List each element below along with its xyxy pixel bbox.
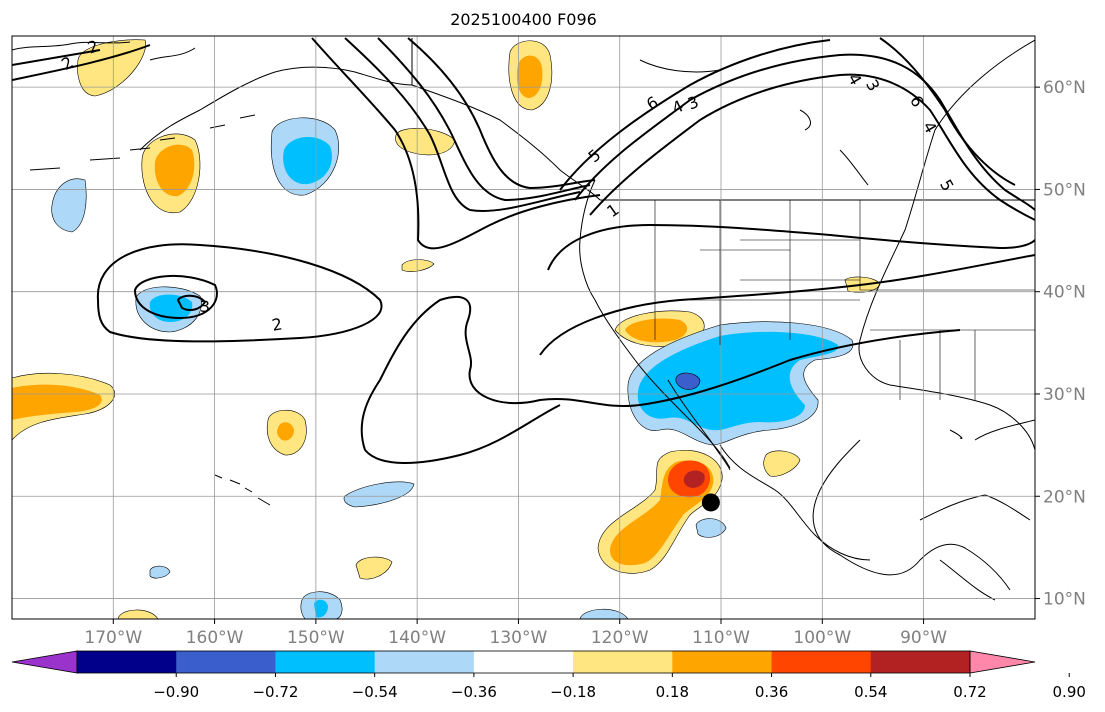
warm-anomaly-gulf-ca-peak <box>683 470 705 488</box>
lat-axis: 10°N 20°N 30°N 40°N 50°N 60°N <box>1035 78 1086 610</box>
cold-anomaly-north-pacific <box>51 178 87 233</box>
contour-jet-1 <box>539 254 1035 356</box>
colorbar-labels: −0.90 −0.72 −0.54 −0.36 −0.18 0.18 0.36 0.54 0.7… <box>153 673 1086 701</box>
warm-anomaly-mid-pacific-inner <box>277 422 294 441</box>
contour-north-1 <box>12 49 101 66</box>
contour-alaska-trough-3 <box>377 37 591 202</box>
lat-tick-label: 50°N <box>1043 180 1086 200</box>
colorbar-tick-label: −0.36 <box>451 683 497 701</box>
contour-jet-5 <box>559 37 1016 191</box>
cold-anomaly-baja-south <box>695 518 727 538</box>
contour-north-2 <box>12 44 151 81</box>
contour-label: 2 <box>270 314 283 334</box>
colorbar-segment <box>473 651 574 673</box>
warm-anomaly-pacific-sw <box>355 556 393 580</box>
colorbar-segment <box>672 651 773 673</box>
contour-alaska-trough-2 <box>344 37 581 212</box>
lat-tick-label: 60°N <box>1043 78 1086 98</box>
cold-anomaly-south-pacific-inner <box>314 599 328 618</box>
contour-west-low-core <box>176 294 207 311</box>
colorbar-segment <box>176 651 276 673</box>
contour-subtropical <box>360 295 961 464</box>
cold-anomaly-southwest-core <box>675 372 701 390</box>
lon-tick-label: 110°W <box>692 628 750 648</box>
cold-anomaly-hawaii-ne <box>343 481 415 508</box>
warm-anomaly-gulf-alaska <box>395 128 456 156</box>
islands-aleutian <box>29 114 256 171</box>
contour-west-low-inner <box>133 274 218 320</box>
colorbar-frame <box>76 650 971 674</box>
colorbar-tick-label: 0.90 <box>1053 683 1086 701</box>
cold-anomaly-gulf-alaska-inner <box>283 136 332 185</box>
location-marker <box>701 493 720 512</box>
canada-border <box>411 38 1035 201</box>
warm-anomaly-oregon <box>401 259 435 272</box>
siberia-coast <box>12 41 196 61</box>
colorbar-segment <box>573 651 673 673</box>
colorbar-segment <box>870 651 971 673</box>
lat-tick-label: 30°N <box>1043 385 1086 405</box>
lon-tick-label: 120°W <box>591 628 649 648</box>
contour-jet-3 <box>589 73 1035 221</box>
warm-anomaly-west-pacific-inner <box>12 384 102 420</box>
colorbar-segment <box>374 651 475 673</box>
lon-tick-label: 130°W <box>490 628 548 648</box>
contour-alaska-trough-4 <box>407 37 596 190</box>
lon-tick-label: 150°W <box>287 628 345 648</box>
colorbar-tick-label: 0.18 <box>656 683 689 701</box>
colorbar-tick-label: 0.36 <box>755 683 788 701</box>
lat-tick-label: 40°N <box>1043 283 1086 303</box>
lon-tick-label: 170°W <box>84 628 142 648</box>
warm-anomaly-mexico <box>763 450 801 477</box>
lon-tick-label: 140°W <box>388 628 446 648</box>
colorbar-extend-low <box>11 650 78 674</box>
contours <box>12 37 1035 464</box>
central-america-coast <box>919 494 1031 601</box>
colorbar-tick-label: −0.72 <box>252 683 298 701</box>
contour-alaska-trough-1 <box>311 37 601 250</box>
coastlines <box>12 38 1035 601</box>
colorbar-tick-label: −0.54 <box>352 683 398 701</box>
colorbar-segment <box>771 651 872 673</box>
colorbar-extend-high <box>969 650 1036 674</box>
contour-label: 3 <box>200 297 210 316</box>
lat-tick-label: 20°N <box>1043 487 1086 507</box>
colorbar-segment <box>275 651 376 673</box>
lon-tick-label: 160°W <box>186 628 244 648</box>
lon-tick-label: 100°W <box>793 628 851 648</box>
warm-anomaly-bering <box>77 39 146 97</box>
map-title: 2025100400 F096 <box>450 10 597 29</box>
warm-anomaly-aleutian-inner <box>154 144 195 197</box>
warm-anomaly-socal-inner <box>625 318 688 343</box>
lon-axis: 170°W 160°W 150°W 140°W 130°W 120°W 110°W 100°W… <box>84 619 947 648</box>
colorbar-tick-label: −0.18 <box>550 683 596 701</box>
north-america-coast <box>579 39 1035 591</box>
colorbar-tick-label: 0.72 <box>953 683 986 701</box>
anomaly-shading <box>12 39 881 619</box>
lat-tick-label: 10°N <box>1043 590 1086 610</box>
map-frame <box>11 35 1036 620</box>
contour-west-low-outer <box>96 243 383 343</box>
contour-jet-4 <box>574 53 1035 211</box>
cold-anomaly-small-1 <box>149 565 171 579</box>
colorbar <box>11 650 1036 674</box>
colorbar-tick-label: −0.90 <box>153 683 199 701</box>
cold-anomaly-southwest-inner <box>637 331 839 431</box>
canada-arctic <box>639 59 869 186</box>
hawaii-islands <box>214 474 271 506</box>
colorbar-tick-label: 0.54 <box>854 683 887 701</box>
contour-jet-2 <box>547 223 1035 271</box>
colorbar-segment <box>77 651 177 673</box>
cuba <box>949 429 963 439</box>
lon-tick-label: 90°W <box>900 628 947 648</box>
